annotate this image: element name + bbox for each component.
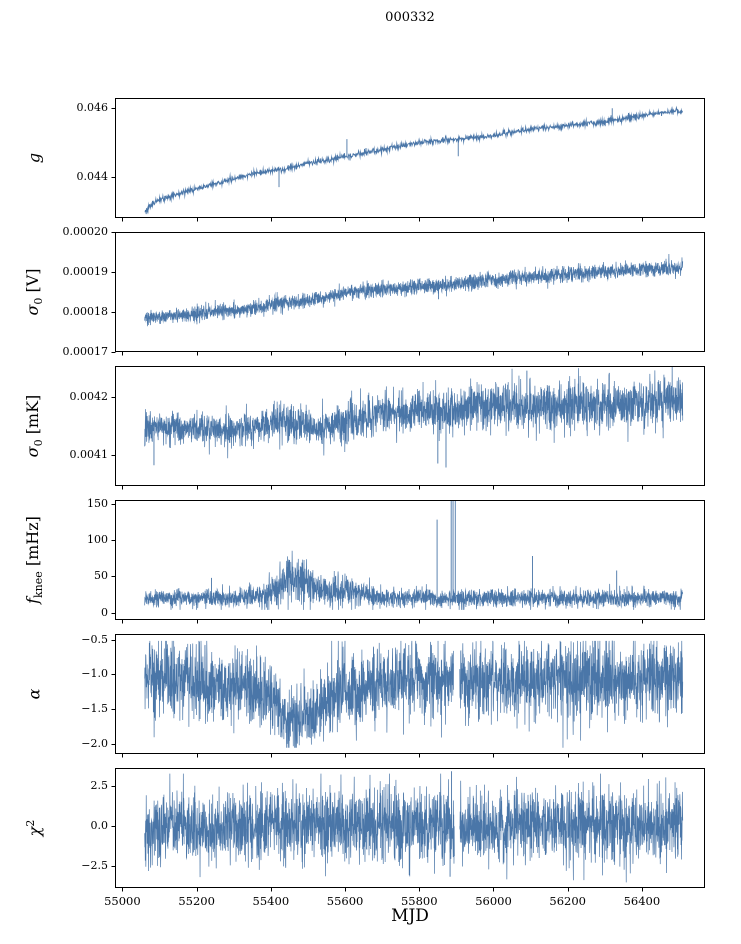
y-axis-label-segment: α xyxy=(24,688,44,700)
fknee-y-axis-label: fknee [mHz] xyxy=(23,516,45,604)
panel-sigma0-v: σ0 [V] 0.00017 0.00018 0.00019 0.00020 xyxy=(0,224,741,360)
x-tick-label: 56200 xyxy=(549,894,586,908)
fknee-y-tick-label: 150 xyxy=(87,496,108,510)
sigma0-v-plot-canvas xyxy=(107,224,713,360)
x-tick-label: 56400 xyxy=(623,894,661,908)
y-axis-label-segment: 0 xyxy=(32,297,46,305)
x-tick-label: 55400 xyxy=(252,894,290,908)
fknee-y-tick-label: 0 xyxy=(101,605,108,619)
g-y-tick-label: 0.044 xyxy=(76,169,109,183)
panel-g: g 0.044 0.046 xyxy=(0,90,741,226)
sigma0-mk-plot-canvas xyxy=(107,358,713,494)
alpha-y-tick-label: −1.0 xyxy=(81,667,108,681)
y-axis-label-segment: f xyxy=(22,597,42,604)
fknee-y-tick-label: 100 xyxy=(87,533,108,546)
alpha-plot-canvas xyxy=(107,626,713,762)
alpha-y-tick-label: −2.0 xyxy=(81,736,108,750)
x-tick-label: 55800 xyxy=(400,894,438,908)
fknee-y-tick-label: 50 xyxy=(94,569,108,583)
sigma0-v-y-tick-label: 0.00019 xyxy=(62,265,109,278)
y-axis-label-segment: 0 xyxy=(32,439,46,447)
sigma0-mk-y-tick-label: 0.0042 xyxy=(69,390,109,404)
sigma0-v-y-tick-label: 0.00020 xyxy=(62,225,109,238)
sigma0-v-y-tick-label: 0.00018 xyxy=(62,305,109,318)
chi2-y-tick-label: 2.5 xyxy=(90,778,109,792)
x-tick-label: 55600 xyxy=(326,894,364,908)
g-y-axis-label: g xyxy=(25,153,44,163)
figure-title: 000332 xyxy=(385,10,435,25)
g-y-tick-label: 0.046 xyxy=(76,101,109,115)
panel-chi2: χ2 −2.5 0.0 2.5 55000 55200 55400 55600 55800 560… xyxy=(0,760,741,908)
chi2-y-tick-label: −2.5 xyxy=(81,858,108,872)
alpha-y-tick-label: −0.5 xyxy=(81,632,108,646)
x-axis-label: MJD xyxy=(391,906,429,926)
x-tick-label: 55000 xyxy=(104,894,141,908)
sigma0-v-y-tick-label: 0.00017 xyxy=(62,345,109,358)
x-tick-label: 55200 xyxy=(178,894,215,908)
panel-fknee: fknee [mHz] 0 50 100 150 xyxy=(0,492,741,628)
x-tick-label: 56000 xyxy=(475,894,512,908)
alpha-y-tick-label: −1.5 xyxy=(81,701,108,715)
sigma0-mk-y-tick-label: 0.0041 xyxy=(69,447,109,461)
chi2-y-tick-label: 0.0 xyxy=(90,818,109,832)
alpha-y-axis-label: α xyxy=(25,689,44,700)
y-axis-label-segment: g xyxy=(24,152,44,164)
panel-sigma0-mk: σ0 [mK] 0.0041 0.0042 xyxy=(0,358,741,494)
g-plot-canvas xyxy=(107,90,713,226)
panel-alpha: α −2.0 −1.5 −1.0 −0.5 xyxy=(0,626,741,762)
fknee-plot-canvas xyxy=(107,492,713,628)
chi2-plot-canvas xyxy=(107,760,713,896)
